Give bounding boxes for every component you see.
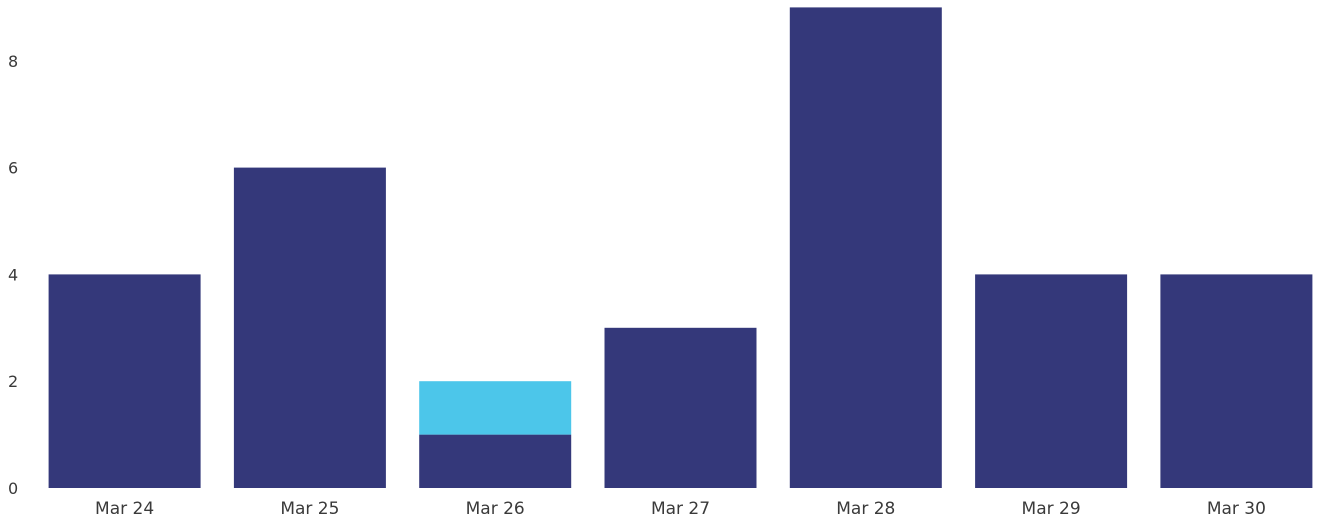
bar-mar-25-series-1[interactable] xyxy=(233,167,386,488)
bar-mar-26-series-1[interactable] xyxy=(419,434,572,488)
x-tick-label: Mar 25 xyxy=(280,499,339,519)
x-axis: Mar 24 Mar 25 Mar 26 Mar 27 Mar 28 Mar 29 Mar … xyxy=(95,499,1266,519)
bar-mar-26-series-2[interactable] xyxy=(419,381,572,435)
bar-mar-27-series-1[interactable] xyxy=(604,327,757,488)
x-tick-label: Mar 28 xyxy=(836,499,895,519)
x-tick-label: Mar 29 xyxy=(1022,499,1081,519)
bar-mar-24-series-1[interactable] xyxy=(48,274,201,488)
x-tick-label: Mar 27 xyxy=(651,499,710,519)
y-tick-label: 2 xyxy=(8,372,18,391)
y-axis: 0 2 4 6 8 xyxy=(8,52,18,498)
y-tick-label: 0 xyxy=(8,479,18,498)
bars xyxy=(48,7,1313,489)
bar-mar-30-series-1[interactable] xyxy=(1160,274,1313,488)
y-tick-label: 6 xyxy=(8,159,18,178)
x-tick-label: Mar 26 xyxy=(466,499,525,519)
y-tick-label: 8 xyxy=(8,52,18,71)
bar-mar-28-series-1[interactable] xyxy=(789,7,942,489)
bar-mar-29-series-1[interactable] xyxy=(975,274,1128,488)
y-tick-label: 4 xyxy=(8,265,18,284)
x-tick-label: Mar 30 xyxy=(1207,499,1266,519)
x-tick-label: Mar 24 xyxy=(95,499,154,519)
